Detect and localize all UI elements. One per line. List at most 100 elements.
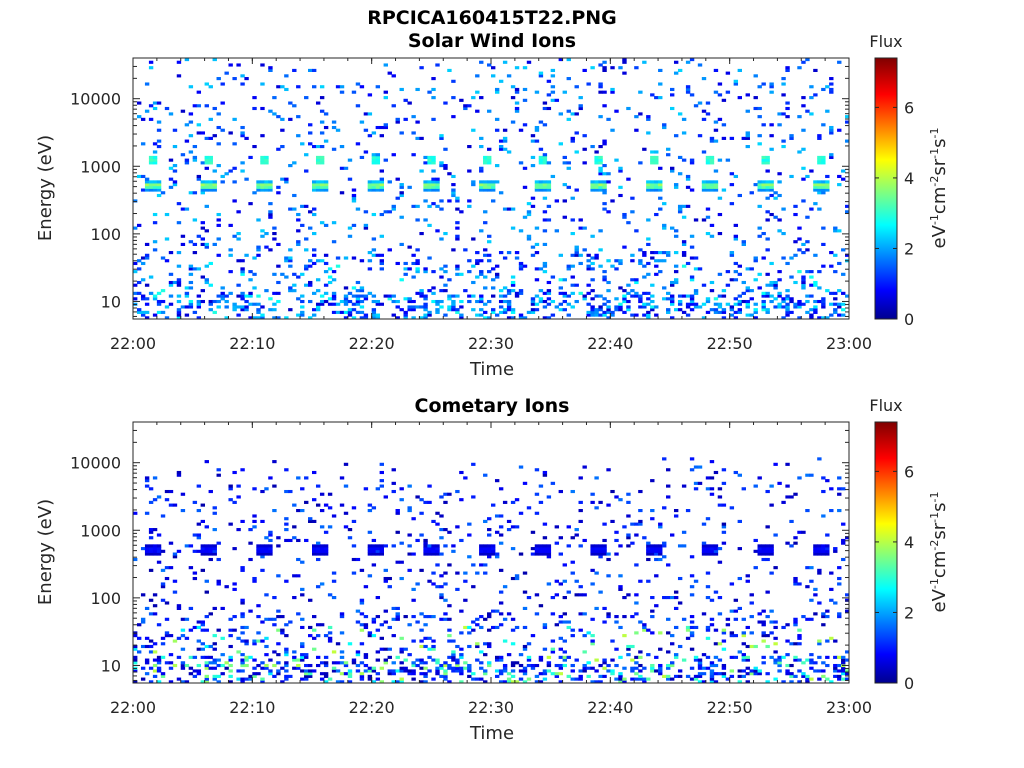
heatmap-cell [498,299,504,304]
heatmap-cell [733,278,739,282]
heatmap-cell [371,313,377,317]
heatmap-cell [650,185,655,189]
heatmap-cell [494,609,500,613]
heatmap-cell [542,101,548,105]
heatmap-cell [729,669,735,673]
heatmap-cell [522,644,528,649]
heatmap-cell [463,571,468,575]
heatmap-cell [268,530,273,534]
heatmap-cell [530,139,536,143]
heatmap-cell [284,517,289,521]
heatmap-cell [642,253,647,257]
heatmap-cell [300,625,305,630]
heatmap-cell [399,666,404,670]
heatmap-cell [212,188,217,192]
heatmap-cell [379,180,384,184]
heatmap-cell [554,579,560,583]
heatmap-cell [753,259,758,263]
heatmap-cell [447,639,452,643]
heatmap-cell [447,634,452,638]
heatmap-cell [785,302,790,306]
heatmap-cell [753,74,758,78]
heatmap-cell [451,79,456,83]
heatmap-cell [542,536,548,540]
heatmap-cell [530,297,536,301]
heatmap-cell [721,525,727,529]
heatmap-cell [829,251,834,255]
heatmap-cell [845,669,850,673]
heatmap-cell [654,544,659,548]
heatmap-cell [821,514,826,518]
heatmap-cell [371,538,377,543]
heatmap-cell [538,267,544,271]
heatmap-cell [817,161,822,165]
heatmap-cell [582,161,587,165]
heatmap-cell [487,528,492,532]
heatmap-cell [204,655,209,659]
heatmap-cell [288,207,293,211]
heatmap-cell [594,313,599,317]
heatmap-cell [626,305,631,309]
heatmap-cell [713,547,719,551]
heatmap-cell [144,242,150,246]
heatmap-cell [288,256,293,260]
heatmap-cell [841,169,846,173]
heatmap-cell [801,286,806,290]
heatmap-cell [367,503,373,507]
heatmap-cell [705,215,711,219]
heatmap-cell [741,631,746,635]
x-tick-label: 22:20 [349,698,395,717]
heatmap-cell [319,145,325,149]
heatmap-cell [813,202,818,206]
heatmap-cell [308,519,313,523]
heatmap-cell [729,202,735,206]
heatmap-cell [268,308,273,312]
heatmap-cell [248,677,253,681]
heatmap-cell [821,185,826,189]
heatmap-cell [260,313,265,317]
solar-wind-panel: Solar Wind Ions 22:00 22:10 22:20 22:30 22:4… [35,30,950,380]
heatmap-cell [383,63,388,67]
heatmap-cell [805,215,810,219]
heatmap-cell [837,174,842,179]
heatmap-cell [192,145,198,149]
heatmap-cell [455,663,460,668]
heatmap-cell [228,634,233,638]
heatmap-cell [630,313,635,317]
heatmap-cell [538,680,544,684]
heatmap-cell [634,291,639,295]
heatmap-cell [765,188,770,192]
heatmap-cell [550,98,556,102]
heatmap-cell [785,101,790,105]
heatmap-cell [312,313,317,317]
heatmap-cell [192,674,198,678]
heatmap-cell [260,680,265,684]
heatmap-cell [204,525,209,529]
heatmap-cell [745,574,750,578]
heatmap-cell [343,297,349,301]
heatmap-cell [363,487,369,491]
heatmap-cell [471,96,476,100]
heatmap-cell [745,305,750,309]
heatmap-cell [435,302,440,306]
heatmap-cell [204,136,209,140]
heatmap-cell [506,677,512,681]
heatmap-cell [546,495,552,499]
heatmap-cell [419,169,424,173]
heatmap-cell [152,547,158,551]
heatmap-cell [654,161,659,165]
heatmap-cell [375,153,381,157]
heatmap-cell [491,310,496,314]
heatmap-cell [590,66,595,70]
heatmap-cell [650,549,655,553]
heatmap-cell [331,514,337,518]
colorbar-tick-label: 6 [904,98,914,117]
heatmap-cell [367,185,373,189]
heatmap-cell [483,310,488,314]
heatmap-cell [761,547,766,551]
heatmap-cell [574,253,579,257]
heatmap-cell [435,544,440,548]
heatmap-cell [136,308,142,312]
heatmap-cell [204,166,209,170]
heatmap-cell [697,674,703,678]
